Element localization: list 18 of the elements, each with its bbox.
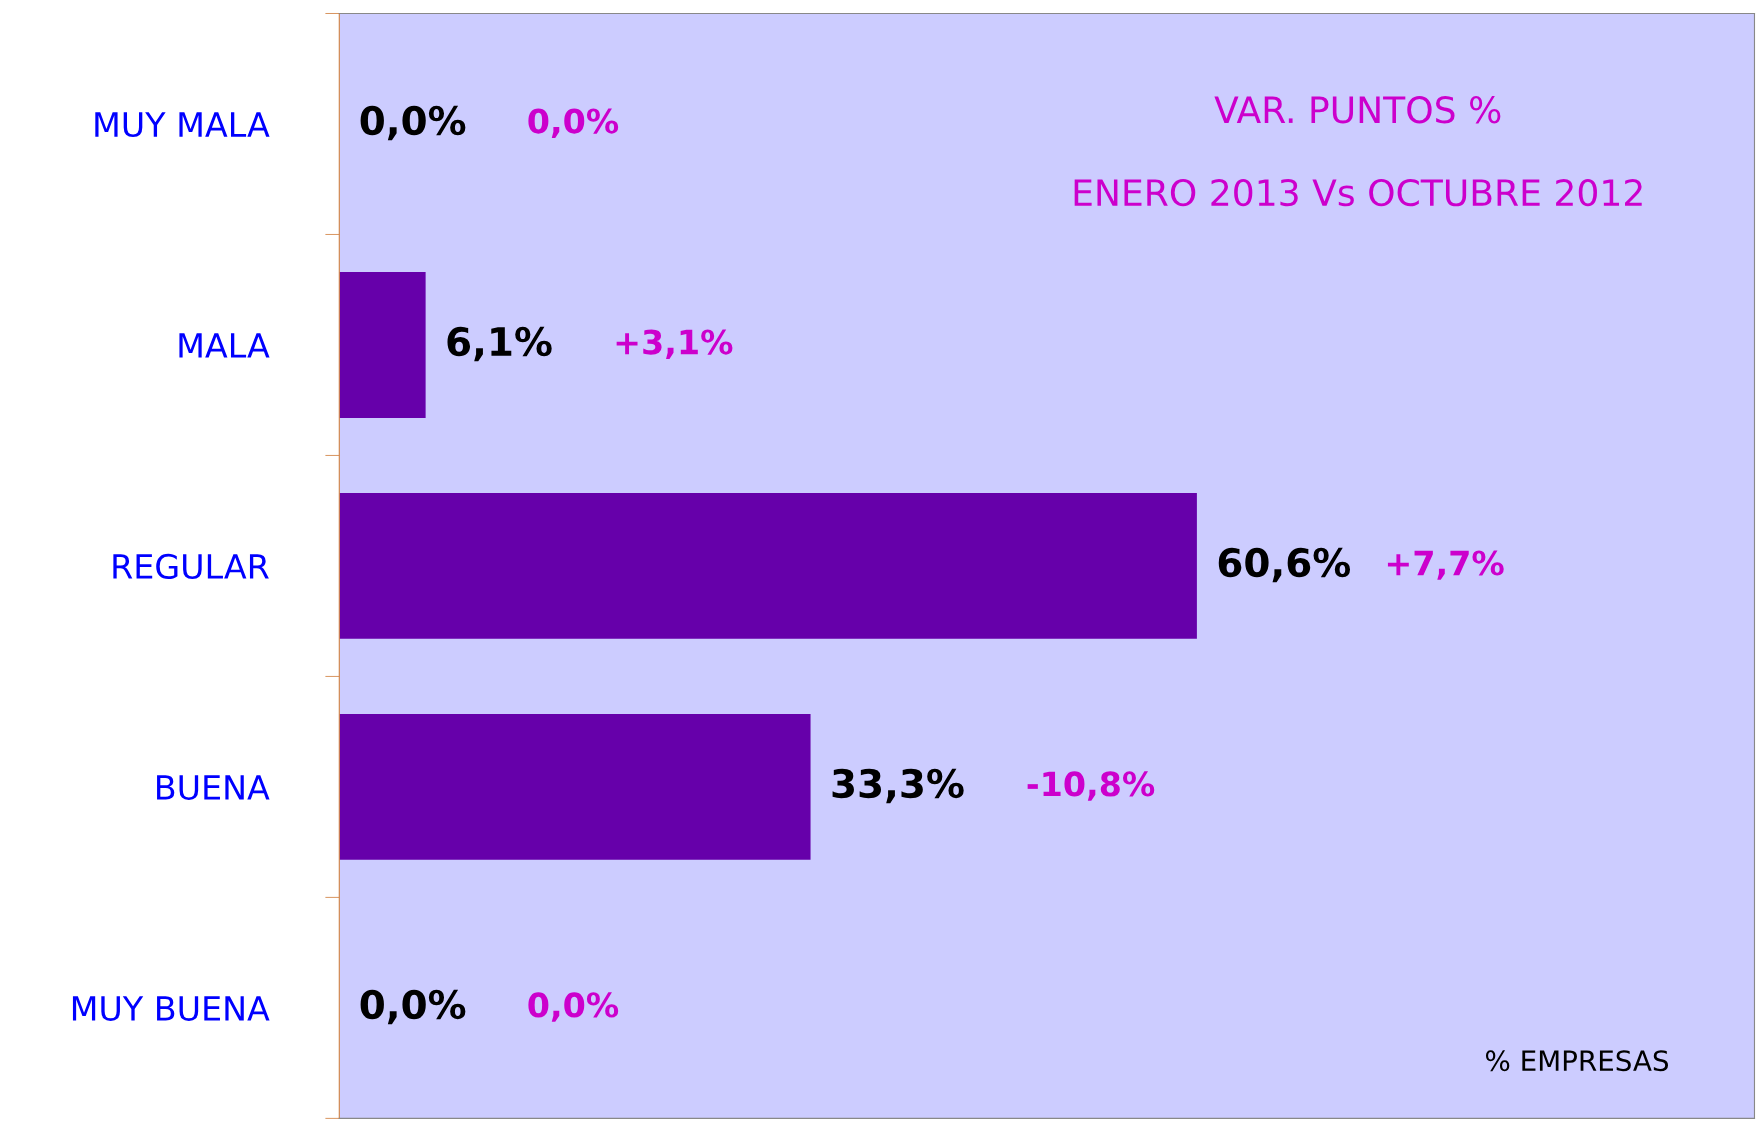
annotation: 0,0% bbox=[528, 108, 619, 138]
text: VAR. PUNTOS % bbox=[1214, 96, 1501, 124]
data-label: 0,0% bbox=[360, 105, 466, 141]
annotation: +3,1% bbox=[616, 329, 733, 359]
y-tick-label: BUENA bbox=[157, 775, 270, 801]
data-label: 0,0% bbox=[360, 989, 466, 1025]
annotation: +7,7% bbox=[1387, 550, 1504, 580]
text: ENERO 2013 Vs OCTUBRE 2012 bbox=[1074, 178, 1642, 207]
y-tick-label: MALA bbox=[179, 333, 270, 358]
data-label: 60,6% bbox=[1218, 547, 1351, 583]
annotation: % EMPRESAS bbox=[1485, 1050, 1669, 1072]
data-label: 33,3% bbox=[832, 768, 964, 804]
y-tick-label: MUY MALA bbox=[95, 112, 270, 138]
annotation: 0,0% bbox=[528, 992, 619, 1022]
annotation: -10,8% bbox=[1027, 771, 1155, 801]
data-label: 6,1% bbox=[447, 326, 552, 362]
y-tick-label: MUY BUENA bbox=[72, 996, 270, 1022]
y-tick-label: REGULAR bbox=[113, 553, 269, 580]
